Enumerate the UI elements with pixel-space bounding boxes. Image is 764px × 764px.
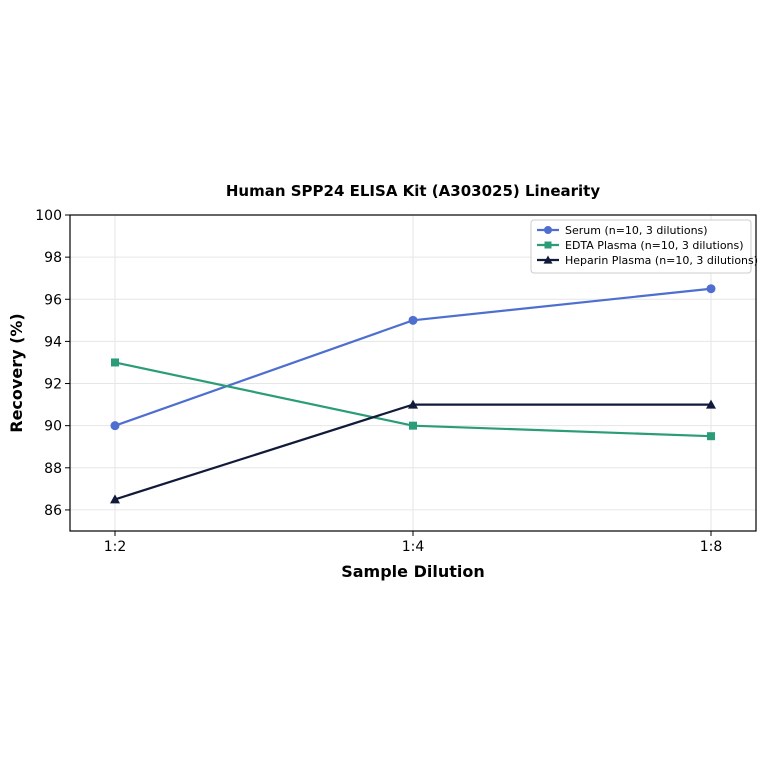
y-tick-label: 88: [44, 461, 62, 477]
x-tick-label: 1:2: [104, 539, 127, 555]
y-tick-label: 100: [35, 208, 62, 224]
legend-marker: [544, 241, 552, 249]
data-point: [408, 315, 418, 325]
legend-label: EDTA Plasma (n=10, 3 dilutions): [565, 239, 744, 252]
legend-entry: Heparin Plasma (n=10, 3 dilutions): [537, 254, 758, 267]
legend-marker: [544, 226, 552, 234]
y-tick-label: 96: [44, 292, 62, 308]
axis-ticks: 86 88 90 92 94 96 98 100 1:2 1:4 1:8: [35, 208, 722, 555]
legend-box: [530, 219, 752, 274]
y-axis-label: Recovery (%): [7, 313, 26, 432]
data-point: [706, 399, 716, 409]
series-0: [110, 284, 716, 431]
y-tick-label: 98: [44, 250, 62, 266]
data-point: [110, 421, 120, 431]
legend-entry: Serum (n=10, 3 dilutions): [537, 224, 708, 237]
legend-label: Serum (n=10, 3 dilutions): [565, 224, 708, 237]
y-tick-label: 86: [44, 503, 62, 519]
legend: Serum (n=10, 3 dilutions) EDTA Plasma (n=…: [530, 219, 758, 274]
legend-marker: [543, 255, 553, 264]
chart-title: Human SPP24 ELISA Kit (A303025) Linearit…: [226, 182, 600, 200]
data-point: [409, 421, 417, 430]
data-point: [408, 399, 418, 409]
y-tick-label: 90: [44, 419, 62, 435]
y-tick-label: 94: [44, 334, 62, 350]
legend-label: Heparin Plasma (n=10, 3 dilutions): [565, 254, 758, 267]
x-tick-label: 1:8: [700, 539, 723, 555]
series-1: [111, 358, 715, 441]
x-axis-label: Sample Dilution: [341, 562, 485, 581]
series-group: [110, 284, 716, 504]
legend-entry: EDTA Plasma (n=10, 3 dilutions): [537, 239, 744, 252]
data-point: [110, 494, 120, 504]
y-tick-label: 92: [44, 377, 62, 393]
series-2: [110, 399, 716, 504]
data-point: [111, 358, 119, 367]
data-point: [706, 284, 716, 294]
data-point: [707, 432, 715, 441]
x-tick-label: 1:4: [402, 539, 425, 555]
